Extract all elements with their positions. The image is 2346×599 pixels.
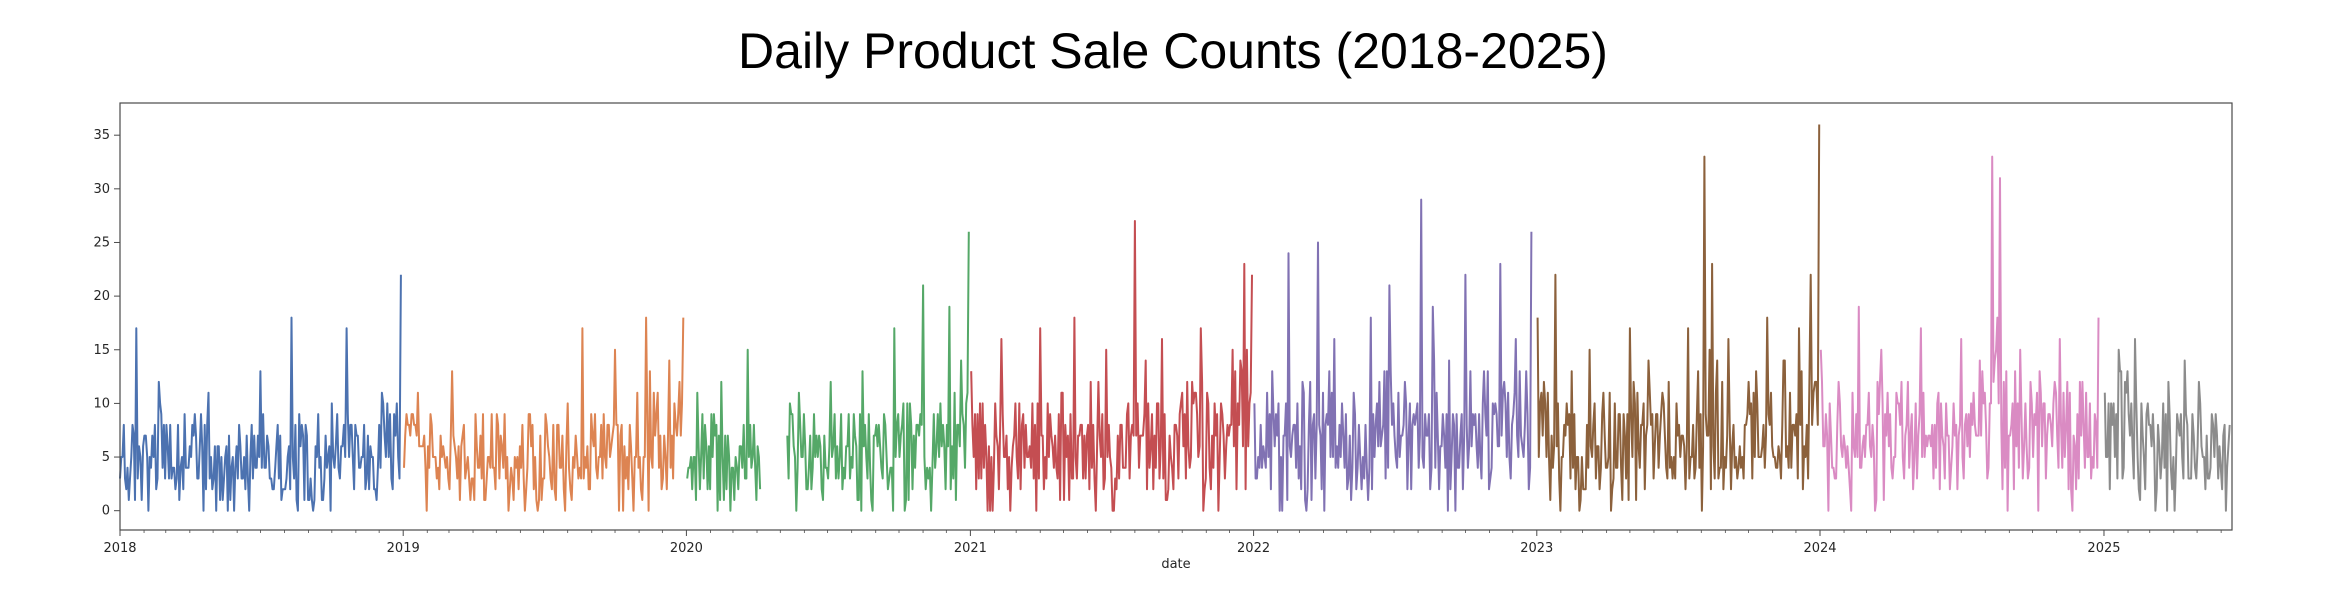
series-line-1 bbox=[403, 316, 685, 512]
y-tick-label: 15 bbox=[93, 343, 110, 358]
y-tick-label: 0 bbox=[102, 504, 110, 519]
x-tick-label: 2025 bbox=[2087, 541, 2120, 556]
y-tick-label: 25 bbox=[93, 235, 110, 250]
y-tick-label: 10 bbox=[93, 396, 110, 411]
chart-title: Daily Product Sale Counts (2018-2025) bbox=[738, 23, 1608, 79]
y-tick-label: 20 bbox=[93, 289, 110, 304]
x-axis-ticks: 2018 2019 2020 2021 2022 2023 2024 2025 bbox=[103, 530, 2222, 556]
y-tick-label: 30 bbox=[93, 182, 110, 197]
series-line-5 bbox=[1253, 198, 1533, 512]
x-tick-label: 2023 bbox=[1520, 541, 1553, 556]
y-axis-ticks: 0 5 10 15 20 25 30 35 bbox=[93, 128, 120, 519]
x-tick-label: 2018 bbox=[103, 541, 136, 556]
x-tick-label: 2021 bbox=[954, 541, 987, 556]
series-line-8 bbox=[2103, 338, 2231, 512]
x-tick-label: 2022 bbox=[1237, 541, 1270, 556]
series-line-3 bbox=[786, 231, 970, 512]
series-line-6 bbox=[1536, 124, 1821, 512]
y-tick-label: 5 bbox=[102, 450, 110, 465]
x-axis-label: date bbox=[1161, 557, 1190, 572]
x-tick-label: 2019 bbox=[387, 541, 420, 556]
x-tick-label: 2020 bbox=[670, 541, 703, 556]
plot-frame bbox=[119, 102, 2233, 531]
series-line-7 bbox=[1819, 155, 2100, 512]
y-tick-label: 35 bbox=[93, 128, 110, 143]
series-line-2 bbox=[686, 348, 762, 512]
x-tick-label: 2024 bbox=[1803, 541, 1836, 556]
series-line-0 bbox=[119, 274, 402, 512]
series-layer bbox=[119, 124, 2231, 512]
series-line-4 bbox=[970, 220, 1253, 512]
